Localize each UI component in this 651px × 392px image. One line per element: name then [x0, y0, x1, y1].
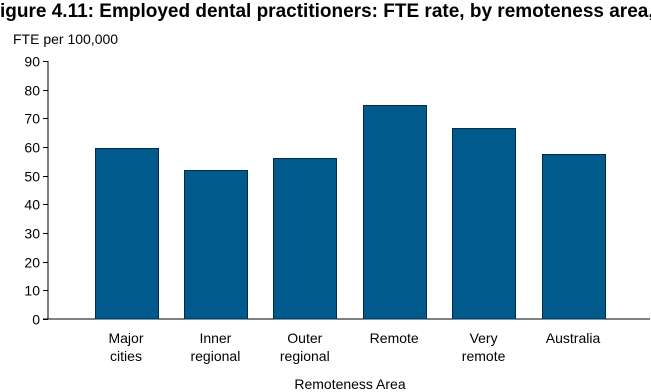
x-tick-label: Australia — [546, 330, 601, 346]
x-tick-label: Major cities — [108, 330, 143, 364]
y-tick-label: 10 — [24, 283, 40, 299]
bar — [542, 154, 606, 320]
y-tick-label: 90 — [24, 54, 40, 70]
y-tick-label: 20 — [24, 255, 40, 271]
y-tick-label: 70 — [24, 111, 40, 127]
x-tick-label: Outer regional — [280, 330, 330, 364]
bar — [363, 105, 427, 320]
bar — [95, 148, 159, 320]
x-tick-label: Very remote — [462, 330, 506, 364]
plot-area: 0 10 20 30 40 50 60 70 80 90 Major cities Inner regio… — [24, 54, 650, 364]
y-tick-label: 60 — [24, 140, 40, 156]
x-axis-title: Remoteness Area — [294, 376, 405, 392]
x-tick-label: Remote — [370, 330, 419, 346]
y-tick-label: 80 — [24, 83, 40, 99]
bar — [452, 128, 516, 320]
bar — [184, 170, 248, 320]
x-tick-label: Inner regional — [190, 330, 240, 364]
bar — [273, 158, 337, 320]
y-axis-title: FTE per 100,000 — [13, 31, 118, 47]
y-tick-label: 30 — [24, 226, 40, 242]
y-tick-label: 0 — [32, 312, 40, 328]
y-tick-label: 50 — [24, 169, 40, 185]
chart-title: igure 4.11: Employed dental practitioner… — [0, 1, 651, 22]
y-tick-label: 40 — [24, 197, 40, 213]
